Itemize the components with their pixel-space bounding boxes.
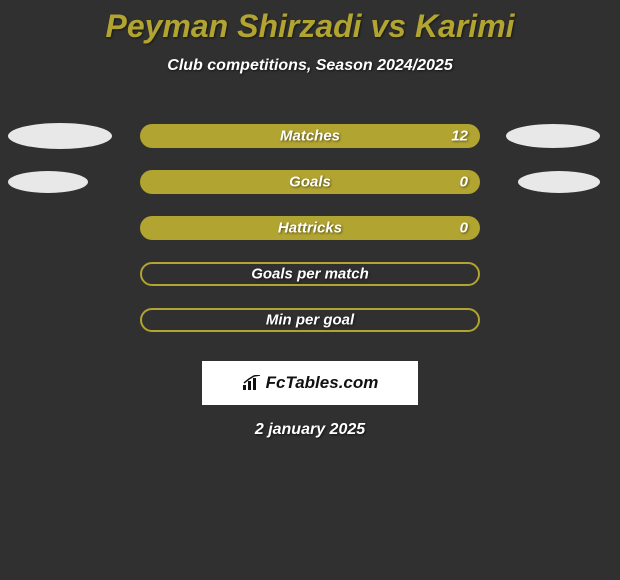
logo-text: FcTables.com: [266, 373, 379, 393]
stat-label: Goals per match: [142, 266, 478, 283]
stat-value: 0: [460, 174, 468, 191]
stat-label: Matches: [140, 128, 480, 145]
stat-label: Hattricks: [140, 220, 480, 237]
stat-bar: Hattricks 0: [140, 216, 480, 240]
stat-bar: Goals 0: [140, 170, 480, 194]
stat-row-goals: Goals 0: [0, 159, 620, 205]
stat-value: 0: [460, 220, 468, 237]
ellipse-right: [506, 124, 600, 148]
infographic-container: Peyman Shirzadi vs Karimi Club competiti…: [0, 0, 620, 439]
stat-value: 12: [451, 128, 468, 145]
stat-label: Min per goal: [142, 312, 478, 329]
stat-row-min-per-goal: Min per goal: [0, 297, 620, 343]
stat-bar: Matches 12: [140, 124, 480, 148]
stat-bar: Min per goal: [140, 308, 480, 332]
stat-bar: Goals per match: [140, 262, 480, 286]
stat-row-goals-per-match: Goals per match: [0, 251, 620, 297]
stat-rows: Matches 12 Goals 0 Hattricks 0 Goals per…: [0, 113, 620, 343]
subtitle: Club competitions, Season 2024/2025: [0, 57, 620, 75]
logo-box: FcTables.com: [202, 361, 418, 405]
logo: FcTables.com: [242, 373, 379, 393]
chart-icon: [242, 375, 262, 391]
date-text: 2 january 2025: [0, 421, 620, 439]
stat-row-hattricks: Hattricks 0: [0, 205, 620, 251]
stat-label: Goals: [140, 174, 480, 191]
ellipse-left: [8, 171, 88, 193]
stat-row-matches: Matches 12: [0, 113, 620, 159]
ellipse-left: [8, 123, 112, 149]
ellipse-right: [518, 171, 600, 193]
page-title: Peyman Shirzadi vs Karimi: [0, 8, 620, 45]
